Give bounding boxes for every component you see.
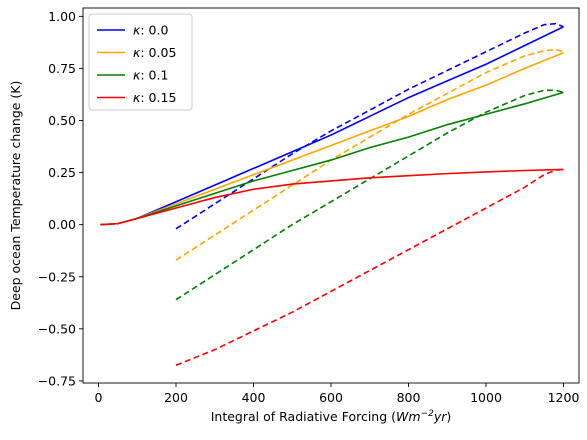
- legend-box: [88, 13, 193, 111]
- y-tick-label: −0.25: [38, 269, 76, 284]
- x-tick-label: 600: [319, 390, 343, 405]
- legend: κ: 0.0 κ: 0.05 κ: 0.1 κ: 0.15: [88, 13, 193, 111]
- y-axis: −0.75 −0.50 −0.25 0.00 0.25 0.50 0.75 1.00: [38, 9, 83, 388]
- series-layer: [100, 22, 564, 367]
- x-tick-label: 200: [164, 390, 188, 405]
- x-tick-label: 1000: [470, 390, 502, 405]
- y-tick-label: 0.75: [48, 61, 76, 76]
- y-axis-label: Deep ocean Temperature change (K): [8, 81, 23, 311]
- legend-label: κ: 0.15: [133, 90, 176, 105]
- x-tick-label: 0: [95, 390, 103, 405]
- y-tick-label: −0.75: [38, 373, 76, 388]
- series-line-dashed-0: [175, 22, 564, 230]
- x-axis: 0 200 400 600 800 1000 1200: [95, 383, 580, 405]
- y-tick-label: 0.00: [48, 217, 76, 232]
- legend-label: κ: 0.1: [133, 68, 168, 83]
- x-tick-label: 1200: [548, 390, 580, 405]
- series-line-dashed-3: [175, 168, 564, 367]
- y-tick-label: 1.00: [48, 9, 76, 24]
- y-tick-label: 0.50: [48, 113, 76, 128]
- x-tick-label: 400: [242, 390, 266, 405]
- x-tick-label: 800: [397, 390, 421, 405]
- y-tick-label: 0.25: [48, 165, 76, 180]
- legend-label: κ: 0.0: [133, 23, 168, 38]
- x-axis-label: Integral of Radiative Forcing (Wm−2yr): [211, 409, 452, 424]
- y-tick-label: −0.50: [38, 321, 76, 336]
- series-line-solid-3: [100, 168, 564, 226]
- legend-label: κ: 0.05: [133, 45, 176, 60]
